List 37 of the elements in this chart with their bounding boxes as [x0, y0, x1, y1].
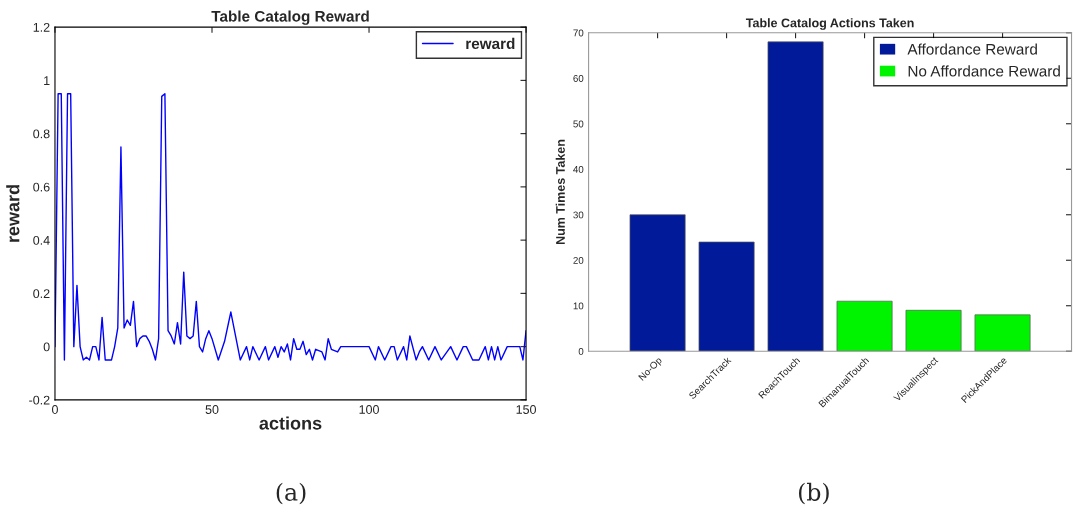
- y-tick-label: 70: [573, 29, 584, 37]
- y-tick-label: 1: [44, 76, 50, 85]
- bar: [698, 241, 755, 352]
- y-tick-label: 0.8: [33, 129, 50, 139]
- bar: [767, 41, 824, 352]
- y-tick-label: 60: [573, 75, 584, 82]
- y-tick-label: 40: [573, 165, 584, 173]
- bar: [905, 309, 962, 352]
- y-tick-label: 1.2: [33, 22, 50, 32]
- chart-title: Table Catalog Reward: [211, 10, 369, 25]
- x-tick-label: 150: [516, 405, 536, 414]
- x-tick-label: 50: [205, 405, 219, 414]
- y-axis-title: reward: [6, 185, 20, 242]
- y-tick-label: 0.2: [33, 289, 50, 299]
- y-tick-label: 50: [573, 120, 584, 128]
- legend-label: Affordance Reward: [907, 43, 1037, 55]
- y-tick-label: 0: [578, 347, 584, 355]
- y-tick-label: -0.2: [29, 395, 50, 405]
- bar: [629, 214, 686, 352]
- y-axis-title: Num Times Taken: [555, 139, 565, 245]
- chart-title: Table Catalog Actions Taken: [745, 18, 914, 30]
- y-tick-label: 0.6: [33, 182, 50, 192]
- line-series: [54, 93, 527, 361]
- text: (a): [276, 482, 306, 505]
- bar: [836, 300, 893, 352]
- x-tick-label: 100: [359, 405, 379, 414]
- y-tick-label: 20: [573, 256, 584, 264]
- bar: [974, 314, 1031, 352]
- y-tick-label: 30: [573, 211, 584, 219]
- y-tick-label: 10: [573, 302, 584, 310]
- legend-label: reward: [466, 37, 515, 50]
- x-tick-label: 0: [51, 405, 58, 414]
- x-axis-title: actions: [259, 416, 322, 430]
- text: (b): [798, 482, 829, 505]
- y-tick-label: 0.4: [33, 235, 50, 245]
- legend-label: No Affordance Reward: [908, 65, 1060, 77]
- y-tick-label: 0: [43, 342, 50, 352]
